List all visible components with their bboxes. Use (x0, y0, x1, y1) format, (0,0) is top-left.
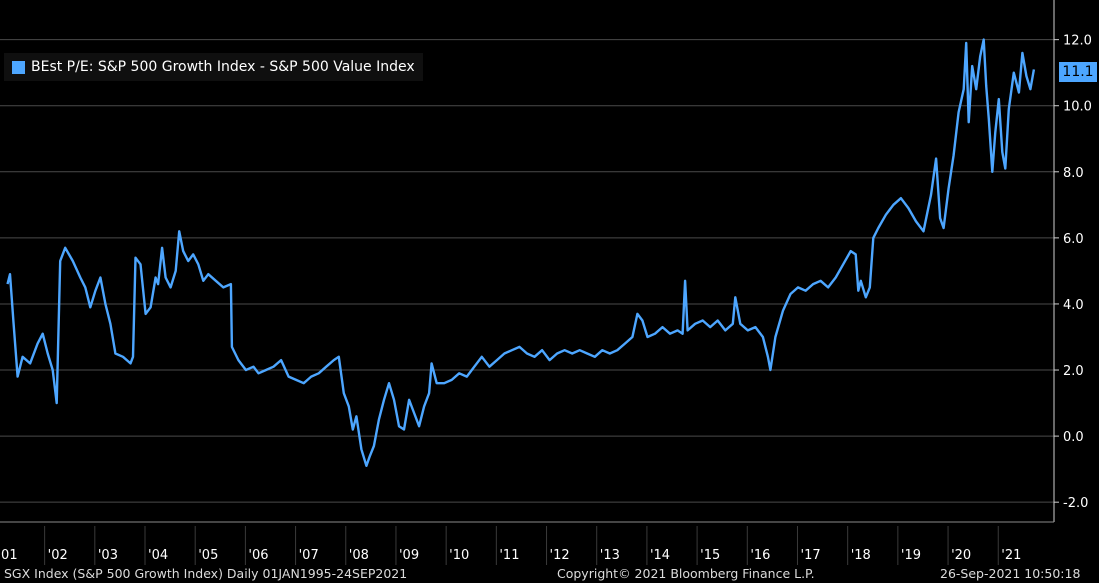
x-tick-label: '01 (0, 548, 18, 563)
x-tick-label: '09 (399, 548, 419, 563)
x-tick-label: '04 (148, 548, 168, 563)
x-tick-label: '18 (851, 548, 871, 563)
x-tick-label: '03 (98, 548, 118, 563)
x-tick-label: '16 (750, 548, 770, 563)
y-tick-label: 4.0 (1063, 298, 1084, 313)
footer-copyright: Copyright© 2021 Bloomberg Finance L.P. (557, 566, 815, 581)
last-value-tag: 11.1 (1059, 62, 1097, 82)
y-tick-label: 2.0 (1063, 364, 1084, 379)
x-tick-label: '05 (198, 548, 218, 563)
x-tick-label: '10 (449, 548, 469, 563)
x-tick-label: '11 (499, 548, 519, 563)
chart-svg: 12.0 10.0 8.0 6.0 4.0 2.0 0.0 -2.0 '01 '02 '03 '04 '… (0, 0, 1092, 565)
x-tick-label: '08 (349, 548, 369, 563)
series-line (6, 38, 1036, 467)
footer-security-info: SGX Index (S&P 500 Growth Index) Daily 0… (4, 566, 408, 581)
y-tick-label: 8.0 (1063, 166, 1084, 181)
y-tick-label: -2.0 (1063, 496, 1088, 511)
y-tick-label: 0.0 (1063, 430, 1084, 445)
footer: SGX Index (S&P 500 Growth Index) Daily 0… (0, 565, 1099, 583)
legend-label: BEst P/E: S&P 500 Growth Index - S&P 500… (31, 59, 415, 75)
x-tick-label: '21 (1001, 548, 1021, 563)
x-tick-label: '06 (248, 548, 268, 563)
y-tick-label: 12.0 (1063, 34, 1092, 49)
footer-timestamp: 26-Sep-2021 10:50:18 (940, 566, 1081, 581)
x-tick-label: '13 (600, 548, 620, 563)
x-tick-label: '07 (299, 548, 319, 563)
legend-swatch (12, 60, 25, 74)
x-tick-label: '15 (700, 548, 720, 563)
x-tick-label: '02 (48, 548, 68, 563)
y-tick-label: 6.0 (1063, 232, 1084, 247)
x-tick-label: '14 (650, 548, 670, 563)
y-tick-label: 10.0 (1063, 100, 1092, 115)
x-tick-label: '17 (801, 548, 821, 563)
x-tick-label: '19 (901, 548, 921, 563)
x-tick-label: '20 (951, 548, 971, 563)
legend: BEst P/E: S&P 500 Growth Index - S&P 500… (4, 53, 423, 81)
x-tick-label: '12 (550, 548, 570, 563)
